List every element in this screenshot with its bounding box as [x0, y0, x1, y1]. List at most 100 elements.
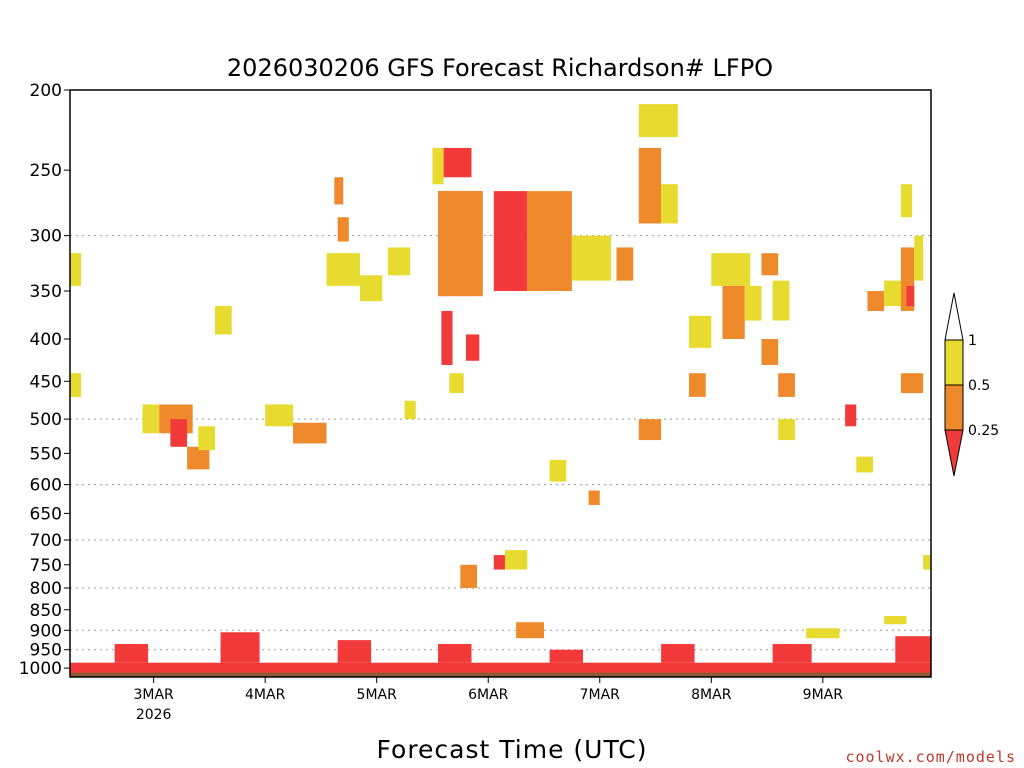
y-tick-label: 450	[30, 372, 62, 392]
richardson-cell	[460, 564, 478, 588]
richardson-cell	[337, 217, 349, 242]
richardson-cell	[638, 147, 662, 224]
colorbar-top-arrow	[944, 292, 964, 341]
richardson-cell	[214, 306, 232, 335]
richardson-cell	[337, 640, 372, 663]
richardson-cell	[465, 334, 480, 361]
richardson-cell	[70, 662, 931, 674]
richardson-cell	[900, 184, 913, 218]
x-axis-label: Forecast Time (UTC)	[377, 735, 648, 764]
richardson-cell	[70, 373, 82, 397]
ground-fill	[70, 672, 931, 677]
credit-text: coolwx.com/models	[845, 748, 1016, 766]
richardson-cell	[504, 550, 528, 570]
richardson-cell	[438, 191, 483, 297]
colorbar-yellow-swatch	[944, 339, 964, 386]
y-tick-label: 1000	[19, 659, 62, 679]
richardson-cells	[70, 104, 931, 674]
richardson-cell	[359, 275, 383, 302]
y-tick-label: 950	[30, 641, 62, 661]
richardson-cell	[432, 147, 444, 185]
richardson-cell	[744, 285, 762, 321]
richardson-cell	[661, 643, 695, 663]
y-tick-label: 750	[30, 556, 62, 576]
richardson-cell	[571, 235, 611, 281]
richardson-cell	[661, 184, 678, 224]
richardson-cell	[70, 253, 82, 286]
x-tick-label: 7MAR	[580, 687, 621, 703]
richardson-cell	[142, 404, 160, 434]
richardson-cell	[438, 643, 472, 663]
richardson-cell	[906, 285, 915, 307]
chart-title: 2026030206 GFS Forecast Richardson# LFPO	[227, 54, 773, 82]
richardson-cell	[845, 404, 857, 427]
richardson-cell	[638, 419, 662, 441]
richardson-cell	[688, 373, 706, 397]
y-tick-label: 400	[30, 330, 62, 350]
colorbar-label: 1	[968, 333, 977, 349]
x-tick-sublabel: 2026	[136, 707, 172, 723]
richardson-cell	[493, 555, 505, 570]
richardson-cell	[549, 649, 584, 663]
richardson-cell	[806, 628, 840, 639]
plot-frame	[69, 89, 932, 678]
y-tick-label: 600	[30, 476, 62, 496]
richardson-cell	[884, 616, 907, 625]
richardson-cell	[114, 643, 149, 663]
ground-surface	[70, 672, 931, 677]
y-tick-label: 300	[30, 227, 62, 247]
colorbar-bottom-arrow	[944, 429, 964, 477]
y-tick-label: 550	[30, 444, 62, 464]
richardson-cell	[493, 191, 528, 292]
richardson-cell	[527, 191, 572, 292]
y-tick-label: 850	[30, 601, 62, 621]
richardson-cell	[516, 622, 544, 639]
richardson-cell	[293, 422, 327, 444]
y-tick-label: 250	[30, 161, 62, 181]
richardson-cell	[549, 459, 567, 482]
x-axis-ticks: 3MAR 2026 4MAR 5MAR 6MAR 7MAR 8MAR 9MAR	[133, 677, 843, 723]
x-tick-label: 3MAR	[133, 687, 174, 703]
y-tick-label: 350	[30, 282, 62, 302]
richardson-cell	[688, 315, 712, 348]
y-tick-label: 700	[30, 531, 62, 551]
richardson-cell	[900, 373, 924, 394]
richardson-cell	[914, 235, 924, 281]
richardson-cell	[778, 419, 795, 441]
richardson-cell	[761, 338, 779, 365]
richardson-cell	[588, 490, 600, 506]
x-tick-label: 9MAR	[803, 687, 844, 703]
richardson-cell	[867, 291, 885, 311]
richardson-cell	[220, 632, 260, 663]
richardson-cell	[772, 643, 812, 663]
richardson-cell	[334, 177, 344, 205]
richardson-cell	[722, 285, 745, 339]
richardson-cell	[778, 373, 795, 397]
richardson-cell	[198, 426, 215, 451]
y-tick-label: 200	[30, 81, 62, 101]
richardson-cell	[711, 253, 751, 286]
richardson-cell	[443, 147, 472, 178]
richardson-cell	[616, 247, 634, 281]
x-tick-label: 4MAR	[245, 687, 286, 703]
richardson-cell	[895, 636, 931, 663]
richardson-cell	[638, 104, 678, 138]
x-tick-label: 8MAR	[691, 687, 732, 703]
richardson-cell	[326, 253, 360, 286]
richardson-cell	[187, 446, 210, 470]
richardson-cell	[761, 253, 779, 276]
x-tick-label: 6MAR	[468, 687, 509, 703]
y-axis-ticks: 200 250 300 350 400 450 500 550 600 650 700 750 8008…	[19, 81, 70, 679]
richardson-cell	[923, 555, 931, 570]
colorbar-label: 0.5	[968, 378, 990, 394]
y-tick-label: 500	[30, 410, 62, 430]
richardson-cell	[772, 280, 790, 321]
colorbar-legend: 1 0.5 0.25	[944, 292, 999, 477]
richardson-cell	[265, 404, 294, 427]
y-tick-label: 900	[30, 621, 62, 641]
richardson-cell	[856, 456, 874, 473]
richardson-cell	[449, 373, 464, 394]
y-tick-label: 650	[30, 504, 62, 524]
y-tick-label: 800	[30, 579, 62, 599]
